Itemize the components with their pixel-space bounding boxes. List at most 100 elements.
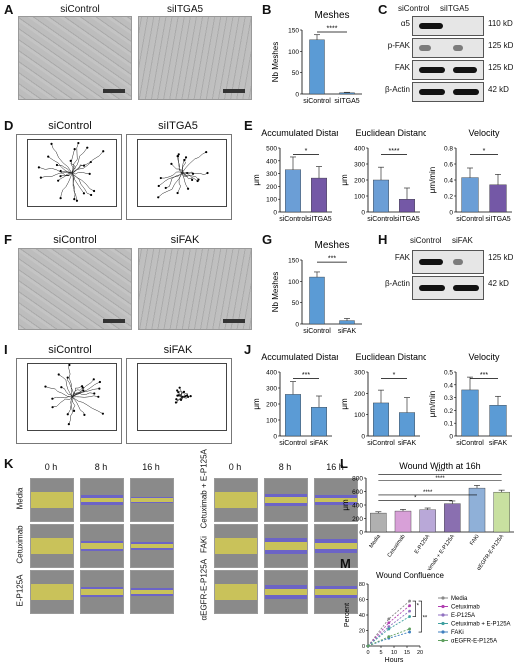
cell-track (40, 172, 73, 178)
protein-band (453, 89, 479, 95)
y-tick-label: 400 (266, 370, 277, 377)
y-tick-label: 100 (266, 418, 277, 425)
protein-band (419, 259, 443, 265)
significance-label: * (393, 372, 396, 379)
bar (399, 198, 416, 213)
y-tick-label: 200 (354, 391, 365, 398)
y-tick-label: 0.6 (444, 162, 453, 169)
protein-band (419, 67, 445, 73)
significance-label: *** (328, 256, 336, 263)
panel-letter-c: C (378, 2, 388, 17)
data-point (366, 644, 370, 648)
track-end (157, 196, 160, 199)
protein-band (453, 259, 463, 265)
track-end (93, 392, 96, 395)
data-point (408, 630, 411, 634)
track-end (184, 156, 188, 159)
western-row-label: FAK (394, 253, 410, 262)
cell-track (70, 149, 75, 174)
track-end (176, 191, 179, 195)
cell-track (71, 396, 76, 411)
y-tick-label: 0.2 (444, 408, 453, 415)
cell-track (67, 377, 74, 398)
chart-title: Accumulated Distance (261, 352, 338, 362)
time-label: 16 h (142, 462, 160, 472)
scale-bar (223, 89, 245, 93)
y-tick-label: 0 (273, 434, 277, 441)
y-tick-label: 60 (359, 598, 365, 604)
panel-a-label-1: siControl (60, 4, 100, 15)
western-row-label: β-Actin (384, 279, 410, 288)
y-axis-label: Percent (344, 603, 351, 627)
bar (489, 184, 507, 213)
cell-track (178, 154, 183, 174)
track-end (174, 401, 178, 404)
track-end (81, 386, 84, 389)
cell-track (52, 396, 73, 408)
protein-band (419, 89, 445, 95)
cell-track (71, 161, 91, 174)
scratch-assay-image (80, 478, 124, 522)
y-tick-label: 0.4 (444, 382, 453, 389)
bar (311, 407, 328, 437)
micrograph-sifak (138, 248, 252, 330)
track-end (82, 389, 85, 392)
track-end (57, 373, 60, 376)
y-tick-label: 0.1 (444, 421, 453, 428)
legend-marker (441, 596, 445, 600)
cell-track (71, 172, 95, 192)
legend-marker (441, 630, 445, 634)
cell-track (71, 381, 101, 398)
bar (285, 169, 302, 213)
x-tick-label: Media (368, 533, 382, 549)
scratch-assay-image (80, 524, 124, 568)
panel-letter-h: H (378, 232, 388, 247)
bar (309, 39, 325, 95)
significance-label: * (483, 148, 486, 155)
series-line (367, 600, 410, 647)
panel-letter-d: D (4, 118, 14, 133)
condition-label: αEGFR-E-P125A (199, 558, 209, 621)
x-tick-label: siFAK (310, 440, 329, 447)
x-tick-label: siITGA5 (334, 98, 359, 105)
y-tick-label: 600 (352, 489, 363, 496)
y-axis-label: μm/min (428, 167, 437, 193)
legend-label: Cetuximab (451, 605, 480, 611)
y-axis-label: μm (252, 174, 261, 186)
scale-bar (103, 319, 125, 323)
protein-band (419, 285, 445, 291)
y-tick-label: 200 (266, 402, 277, 409)
chart-wound-width: Wound Width at 16h 0 200 400 600 800 μm Media Ce… (341, 461, 514, 570)
significance-label: * (305, 148, 308, 155)
chart-title: Euclidean Distance (355, 352, 426, 362)
western-blot-band (412, 38, 484, 58)
x-tick-label: siControl (279, 216, 307, 223)
bar (339, 320, 355, 325)
track-end (77, 141, 80, 145)
track-end (57, 179, 60, 182)
molecular-weight-label: 125 kD (488, 253, 514, 262)
x-tick-label: siControl (367, 440, 395, 447)
cell-track (178, 393, 183, 399)
scale-bar (223, 319, 245, 323)
cell-track (179, 387, 185, 398)
cell-track (60, 170, 73, 176)
protein-band (419, 23, 443, 29)
x-tick-label: siControl (279, 440, 307, 447)
track-end (164, 186, 167, 190)
cell-track (181, 395, 191, 399)
chart-meshes-fak: Meshes 0 50 100 150 Nb Meshes siControl siFAK **… (271, 240, 362, 335)
y-tick-label: 0 (449, 210, 453, 217)
legend-label: FAKi (451, 630, 464, 636)
x-tick-label: 0 (366, 650, 369, 656)
legend-label: Media (451, 596, 468, 602)
micrograph-sicontrol (18, 16, 132, 100)
micrograph-sicontrol-f (18, 248, 132, 330)
chart-euclidean-fak: Euclidean Distance 0 100 200 300 μm siControl s… (340, 352, 426, 447)
y-tick-label: 400 (354, 146, 365, 153)
y-tick-label: 0 (361, 434, 365, 441)
molecular-weight-label: 125 kD (488, 63, 514, 72)
y-tick-label: 50 (292, 70, 300, 77)
data-point (408, 604, 411, 608)
track-end (44, 385, 47, 388)
